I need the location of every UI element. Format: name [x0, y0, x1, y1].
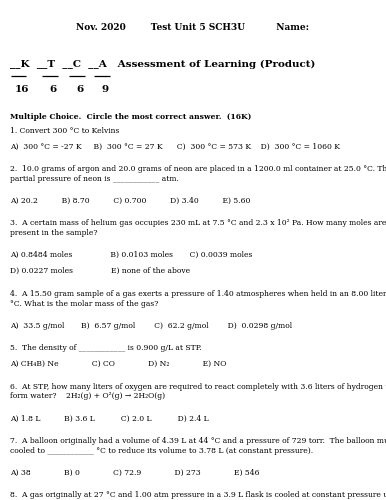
Text: 6.  At STP, how many liters of oxygen are required to react completely with 3.6 : 6. At STP, how many liters of oxygen are…	[10, 382, 386, 400]
Text: 6: 6	[76, 85, 83, 94]
Text: 2.  10.0 grams of argon and 20.0 grams of neon are placed in a 1200.0 ml contain: 2. 10.0 grams of argon and 20.0 grams of…	[10, 165, 386, 182]
Text: 5.  The density of ____________ is 0.900 g/L at STP.: 5. The density of ____________ is 0.900 …	[10, 344, 201, 352]
Text: A) 38              B) 0              C) 72.9              D) 273              E): A) 38 B) 0 C) 72.9 D) 273 E)	[10, 469, 259, 477]
Text: 8.  A gas originally at 27 °C and 1.00 atm pressure in a 3.9 L flask is cooled a: 8. A gas originally at 27 °C and 1.00 at…	[10, 492, 386, 500]
Text: 16: 16	[14, 85, 29, 94]
Text: 3.  A certain mass of helium gas occupies 230 mL at 7.5 °C and 2.3 x 10² Pa. How: 3. A certain mass of helium gas occupies…	[10, 220, 386, 237]
Text: 7.  A balloon originally had a volume of 4.39 L at 44 °C and a pressure of 729 t: 7. A balloon originally had a volume of …	[10, 437, 386, 454]
Text: 9: 9	[102, 85, 108, 94]
Text: 1. Convert 300 °C to Kelvins: 1. Convert 300 °C to Kelvins	[10, 126, 119, 134]
Text: __K  __T  __C  __A   Assessment of Learning (Product): __K __T __C __A Assessment of Learning (…	[10, 60, 315, 69]
Text: Nov. 2020        Test Unit 5 SCH3U          Name:: Nov. 2020 Test Unit 5 SCH3U Name:	[76, 22, 310, 32]
Text: A) 20.2          B) 8.70          C) 0.700          D) 3.40          E) 5.60: A) 20.2 B) 8.70 C) 0.700 D) 3.40 E) 5.60	[10, 197, 250, 205]
Text: 6: 6	[50, 85, 57, 94]
Text: A) 0.8484 moles                B) 0.0103 moles       C) 0.0039 moles: A) 0.8484 moles B) 0.0103 moles C) 0.003…	[10, 252, 252, 260]
Text: D) 0.0227 moles                E) none of the above: D) 0.0227 moles E) none of the above	[10, 268, 190, 276]
Text: A)  300 °C = -27 K     B)  300 °C = 27 K      C)  300 °C = 573 K    D)  300 °C =: A) 300 °C = -27 K B) 300 °C = 27 K C) 30…	[10, 142, 340, 150]
Text: A) CH₄B) Ne              C) CO              D) N₂              E) NO: A) CH₄B) Ne C) CO D) N₂ E) NO	[10, 360, 226, 368]
Text: 4.  A 15.50 gram sample of a gas exerts a pressure of 1.40 atmospheres when held: 4. A 15.50 gram sample of a gas exerts a…	[10, 290, 386, 308]
Text: A) 1.8 L          B) 3.6 L           C) 2.0 L           D) 2.4 L: A) 1.8 L B) 3.6 L C) 2.0 L D) 2.4 L	[10, 414, 208, 422]
Text: Multiple Choice.  Circle the most correct answer.  (16K): Multiple Choice. Circle the most correct…	[10, 112, 251, 120]
Text: A)  33.5 g/mol       B)  6.57 g/mol        C)  62.2 g/mol        D)  0.0298 g/mo: A) 33.5 g/mol B) 6.57 g/mol C) 62.2 g/mo…	[10, 322, 292, 330]
